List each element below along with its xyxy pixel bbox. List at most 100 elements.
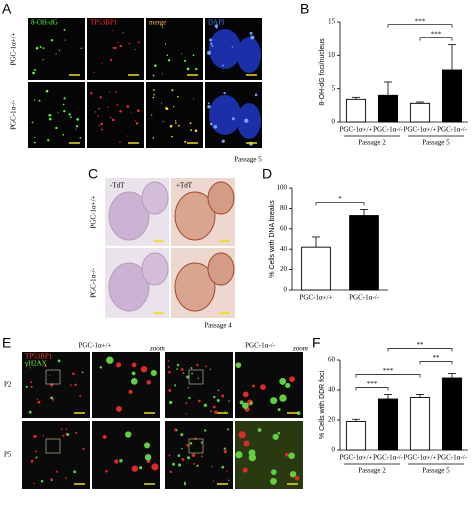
- fluorescent-spot: [175, 122, 177, 124]
- fluorescent-spot: [222, 64, 225, 67]
- fluorescent-spot: [112, 47, 114, 49]
- fluorescent-spot: [131, 362, 137, 368]
- bar: [345, 98, 367, 123]
- bar: [301, 246, 331, 291]
- fluorescent-spot: [210, 42, 213, 45]
- fluorescent-spot: [34, 68, 36, 71]
- panel-letter: D: [262, 166, 272, 182]
- fluorescent-spot: [200, 455, 203, 458]
- fluorescent-spot: [277, 408, 281, 412]
- fluorescent-spot: [226, 470, 228, 473]
- fluorescent-spot: [223, 91, 226, 95]
- fluorescent-spot: [242, 402, 249, 409]
- fluorescent-spot: [270, 397, 278, 405]
- fluorescent-spot: [122, 32, 124, 34]
- fluorescent-spot: [161, 102, 163, 104]
- fluorescent-spot: [36, 398, 39, 401]
- column-label: -TdT: [110, 182, 125, 190]
- fluorescent-spot: [98, 107, 100, 110]
- fluorescent-spot: [189, 122, 192, 125]
- fluorescent-spot: [99, 365, 103, 369]
- genotype-label: PGC-1α+/+: [79, 342, 112, 350]
- fluorescent-spot: [242, 391, 249, 398]
- fluorescent-spot: [69, 384, 72, 387]
- fluorescent-spot: [100, 128, 103, 131]
- fluorescent-spot: [190, 129, 193, 132]
- fluorescent-spot: [191, 453, 196, 458]
- fluorescent-spot: [109, 116, 112, 119]
- fluorescent-spot: [131, 465, 138, 472]
- fluorescent-spot: [277, 431, 281, 435]
- fluorescent-spot: [154, 64, 157, 67]
- fluorescent-spot: [182, 372, 185, 374]
- y-tick-label: 80: [280, 204, 288, 212]
- fluorescent-spot: [203, 403, 207, 407]
- fluorescent-spot: [186, 67, 190, 71]
- fluorescent-spot: [249, 31, 253, 35]
- group-label: Passage 5: [422, 467, 450, 475]
- fluorescent-spot: [169, 400, 173, 405]
- fluorescent-spot: [187, 456, 191, 460]
- fluorescent-spot: [226, 428, 229, 431]
- fluorescent-spot: [196, 464, 199, 467]
- fluorescent-spot: [169, 124, 173, 128]
- fluorescent-spot: [62, 103, 65, 106]
- stain-label: merge: [149, 19, 166, 27]
- fluorescent-spot: [223, 447, 226, 450]
- fluorescent-spot: [172, 106, 175, 108]
- fluorescent-spot: [102, 434, 107, 439]
- fluorescent-spot: [35, 456, 38, 459]
- group-label: Passage 2: [358, 139, 386, 147]
- fluorescent-spot: [153, 94, 155, 96]
- fluorescent-spot: [184, 59, 187, 62]
- fluorescent-spot: [181, 447, 183, 450]
- row-label: P2: [4, 381, 12, 389]
- passage-note: Passage 5: [234, 156, 262, 164]
- fluorescent-spot: [107, 106, 109, 108]
- y-tick-label: 0: [332, 118, 336, 126]
- significance-bracket: [419, 37, 453, 41]
- fluorescent-spot: [185, 413, 187, 415]
- fluorescent-spot: [116, 104, 119, 106]
- micrograph: [87, 82, 144, 148]
- fluorescent-spot: [63, 28, 66, 31]
- fluorescent-spot: [30, 460, 34, 463]
- fluorescent-spot: [270, 477, 277, 485]
- fluorescent-spot: [50, 478, 53, 481]
- fluorescent-spot: [192, 54, 195, 57]
- fluorescent-spot: [55, 470, 58, 473]
- panel-letter: C: [88, 166, 98, 182]
- fluorescent-spot: [238, 431, 246, 439]
- row-label: PGC-1α+/+: [10, 32, 18, 65]
- column-label: +TdT: [176, 182, 193, 190]
- x-tick-label: PGC-1α-/-: [349, 294, 379, 302]
- fluorescent-spot: [183, 483, 187, 486]
- nucleus: [209, 95, 241, 135]
- fluorescent-spot: [242, 467, 248, 473]
- fluorescent-spot: [168, 454, 171, 457]
- panel-letter: F: [312, 335, 321, 351]
- fluorescent-spot: [216, 399, 220, 402]
- fluorescent-spot: [176, 368, 179, 370]
- significance-label: *: [338, 195, 342, 203]
- fluorescent-spot: [285, 382, 291, 389]
- significance-bracket: [387, 24, 453, 28]
- fluorescent-spot: [257, 428, 262, 432]
- fluorescent-spot: [195, 67, 198, 71]
- significance-bracket: [355, 374, 421, 378]
- fluorescent-spot: [289, 376, 295, 383]
- significance-label: ***: [367, 380, 378, 388]
- fluorescent-spot: [73, 470, 77, 474]
- fluorescent-spot: [165, 107, 169, 111]
- nucleus: [141, 252, 169, 286]
- fluorescent-spot: [260, 384, 266, 390]
- fluorescent-spot: [177, 454, 181, 457]
- fluorescent-spot: [254, 93, 258, 97]
- fluorescent-spot: [151, 114, 153, 116]
- bar: [349, 215, 379, 291]
- fluorescent-spot: [49, 374, 51, 376]
- fluorescent-spot: [42, 435, 44, 437]
- significance-label: ***: [383, 367, 394, 375]
- y-tick-label: 100: [277, 184, 288, 192]
